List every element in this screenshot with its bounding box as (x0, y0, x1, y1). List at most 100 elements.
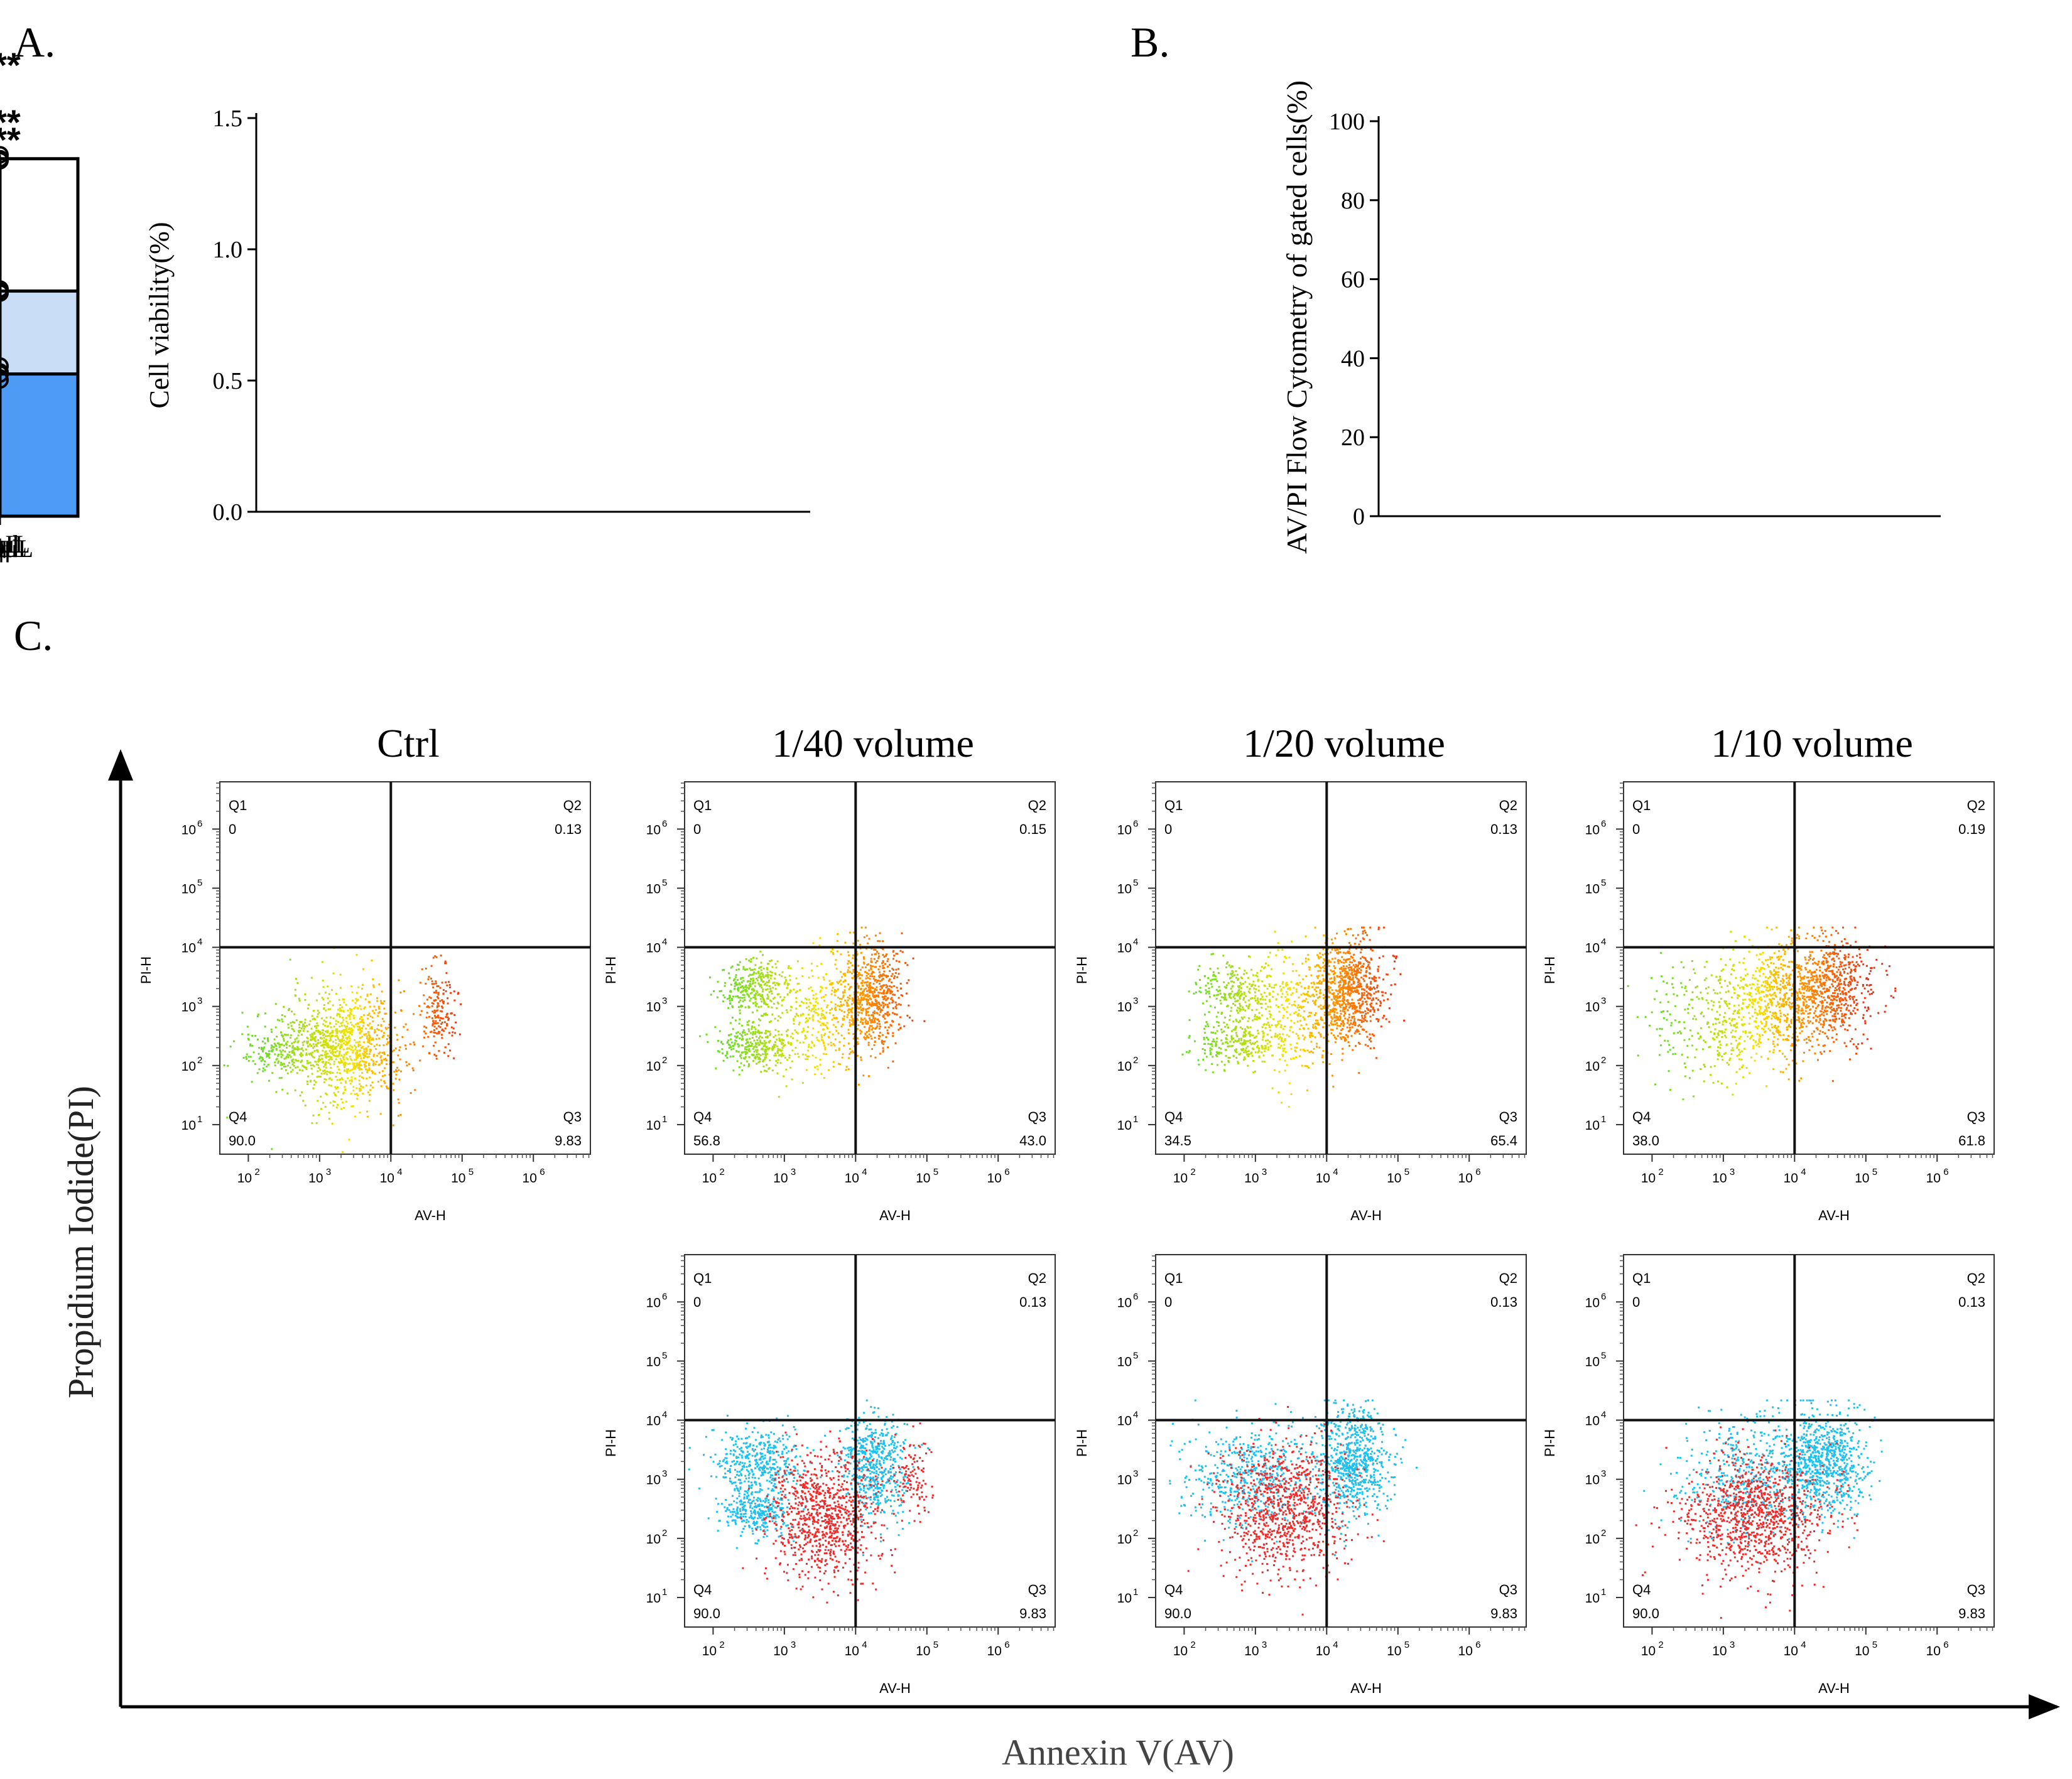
scatter-dot (1244, 1042, 1247, 1045)
scatter-dot (297, 1034, 300, 1037)
scatter-dot (761, 993, 764, 996)
scatter-dot (318, 1057, 320, 1060)
scatter-dot (340, 1082, 342, 1084)
scatter-dot (1350, 973, 1352, 975)
scatter-dot (908, 1004, 910, 1007)
scatter-dot (867, 973, 870, 975)
scatter-dot (874, 998, 877, 1001)
scatter-dot (769, 977, 772, 980)
scatter-dot (905, 992, 908, 995)
scatter-dot (869, 1017, 871, 1020)
scatter-dot (442, 989, 445, 992)
scatter-dot (871, 1001, 874, 1003)
scatter-dot (1256, 1015, 1258, 1018)
scatter-dot (756, 990, 758, 992)
scatter-dot (857, 1037, 859, 1040)
scatter-dot (256, 1015, 259, 1018)
scatter-dot (869, 1019, 872, 1021)
scatter-dot (345, 1037, 348, 1039)
scatter-dot (1215, 1042, 1217, 1045)
scatter-dot (871, 1019, 874, 1022)
scatter-dot (849, 1047, 851, 1050)
scatter-dot (335, 993, 337, 995)
scatter-dot (1285, 983, 1288, 985)
scatter-dot (747, 1007, 750, 1009)
scatter-dot (433, 1015, 436, 1017)
significance-label: *** (0, 45, 21, 85)
scatter-dot (868, 988, 871, 991)
scatter-dot (315, 1081, 317, 1083)
scatter-dot (1300, 993, 1303, 996)
scatter-dot (373, 1045, 376, 1047)
scatter-dot (368, 1037, 371, 1039)
scatter-dot (1370, 981, 1372, 983)
scatter-dot (811, 1054, 814, 1057)
scatter-dot (811, 1041, 813, 1043)
scatter-dot (1349, 1004, 1352, 1007)
scatter-dot (874, 966, 876, 968)
scatter-dot (774, 1044, 777, 1046)
scatter-dot (1318, 981, 1320, 983)
scatter-dot (878, 1020, 881, 1022)
scatter-dot (864, 1025, 866, 1028)
scatter-dot (877, 953, 880, 955)
scatter-dot (816, 1068, 819, 1071)
scatter-dot (281, 1054, 284, 1056)
scatter-dot (1262, 1054, 1265, 1057)
scatter-dot (1220, 1002, 1222, 1005)
scatter-dot (744, 1006, 747, 1008)
scatter-dot (897, 968, 899, 970)
scatter-dot (1312, 993, 1315, 996)
scatter-dot (438, 1005, 440, 1007)
scatter-dot (1335, 1002, 1337, 1004)
scatter-dot (1281, 1055, 1284, 1057)
scatter-dot (1351, 969, 1353, 971)
scatter-dot (1344, 1017, 1347, 1020)
data-point (0, 357, 9, 375)
scatter-dot (439, 1026, 442, 1029)
scatter-dot (1343, 1002, 1345, 1004)
scatter-dot (398, 979, 400, 981)
scatter-dot (722, 1052, 724, 1054)
scatter-dot (1242, 1034, 1245, 1037)
scatter-dot (1194, 1040, 1196, 1042)
scatter-dot (1314, 1003, 1316, 1006)
scatter-dot (1246, 1025, 1249, 1028)
scatter-dot (320, 1037, 323, 1040)
scatter-dot (1299, 1005, 1302, 1008)
scatter-dot (247, 1037, 249, 1040)
scatter-dot (264, 1025, 266, 1028)
scatter-dot (822, 1039, 824, 1041)
scatter-dot (1230, 992, 1232, 995)
scatter-dot (297, 1047, 300, 1050)
scatter-dot (325, 1093, 327, 1095)
scatter-dot (746, 987, 749, 989)
scatter-dot (1185, 1051, 1188, 1053)
scatter-dot (1313, 983, 1316, 985)
scatter-dot (1262, 998, 1264, 1001)
scatter-dot (1333, 972, 1336, 975)
scatter-dot (760, 1042, 762, 1044)
scatter-dot (798, 1021, 801, 1024)
scatter-dot (837, 1032, 840, 1034)
scatter-dot (369, 1005, 371, 1008)
scatter-dot (1370, 1002, 1373, 1005)
scatter-dot (872, 1011, 874, 1014)
scatter-dot (1228, 964, 1230, 966)
scatter-dot (374, 1030, 376, 1033)
scatter-dot (1331, 1074, 1333, 1077)
scatter-dot (1257, 1017, 1260, 1019)
scatter-dot (885, 976, 887, 978)
scatter-dot (849, 1024, 851, 1027)
scatter-dot (1367, 1045, 1369, 1047)
scatter-dot (879, 965, 881, 968)
scatter-dot (330, 989, 333, 992)
scatter-dot (315, 1049, 318, 1052)
scatter-dot (1363, 975, 1365, 977)
scatter-dot (310, 1054, 313, 1057)
scatter-dot (1217, 1025, 1220, 1027)
scatter-dot (750, 969, 752, 971)
scatter-dot (1222, 1042, 1224, 1045)
scatter-dot (770, 1000, 773, 1002)
scatter-dot (830, 982, 832, 985)
